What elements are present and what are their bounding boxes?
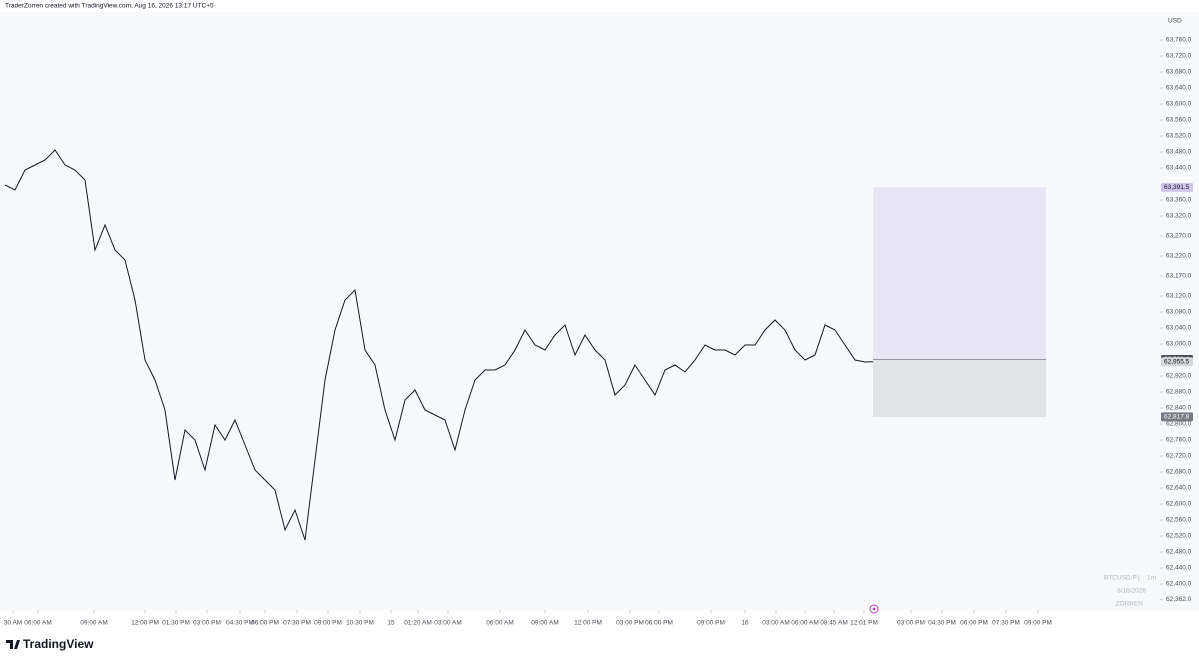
x-tick-label: 03:00 PM bbox=[897, 620, 925, 627]
x-tick-label: 09:00 AM bbox=[531, 620, 558, 627]
stop-zone bbox=[873, 359, 1046, 417]
y-tick-label: 62,480.0 bbox=[1166, 549, 1192, 556]
x-tick-label: 06:00 PM bbox=[645, 620, 673, 627]
x-tick-label: 07:30 PM bbox=[283, 620, 311, 627]
y-tick-label: 63,560.0 bbox=[1166, 117, 1192, 124]
price-label: 62,955.5 bbox=[1164, 359, 1190, 366]
x-tick-label: 03:00 PM bbox=[616, 620, 644, 627]
x-tick-label: 07:30 PM bbox=[992, 620, 1020, 627]
y-tick-label: 62,600.0 bbox=[1166, 501, 1192, 508]
y-tick-label: 63,220.0 bbox=[1166, 253, 1192, 260]
x-tick-label: 06:00 PM bbox=[960, 620, 988, 627]
y-tick-label: 63,600.0 bbox=[1166, 101, 1192, 108]
watermark-interval: 1m bbox=[1147, 575, 1156, 582]
y-tick-label: 63,680.0 bbox=[1166, 69, 1192, 76]
y-tick-label: 62,840.0 bbox=[1166, 405, 1192, 412]
y-tick-label: 63,720.0 bbox=[1166, 53, 1192, 60]
y-tick-label: 63,000.0 bbox=[1166, 341, 1192, 348]
target-zone bbox=[873, 187, 1046, 360]
y-tick-label: 62,640.0 bbox=[1166, 485, 1192, 492]
x-tick-label: 09:00 PM bbox=[314, 620, 342, 627]
price-label-bg bbox=[1161, 182, 1193, 192]
x-tick-label: 03:00 PM bbox=[193, 620, 221, 627]
y-tick-label: 62,400.0 bbox=[1166, 581, 1192, 588]
watermark-author: ZORREN bbox=[1116, 601, 1144, 608]
x-tick-label: 12:00 PM bbox=[574, 620, 602, 627]
header-text: TraderZorren created with TradingView.co… bbox=[5, 3, 214, 10]
x-tick-label: 06:00 AM bbox=[791, 620, 818, 627]
y-tick-label: 63,360.0 bbox=[1166, 197, 1192, 204]
x-tick-label: 09:00 PM bbox=[697, 620, 725, 627]
price-line bbox=[4, 149, 874, 541]
y-tick-label: 62,760.0 bbox=[1166, 437, 1192, 444]
price-label: 62,817.8 bbox=[1164, 414, 1190, 421]
y-tick-label: 63,640.0 bbox=[1166, 85, 1192, 92]
y-tick-label: 63,080.0 bbox=[1166, 309, 1192, 316]
x-tick-label: 06:00 PM bbox=[251, 620, 279, 627]
watermark-date: 8/16/2026 bbox=[1117, 588, 1146, 595]
price-axis bbox=[1160, 12, 1199, 610]
x-tick-label: 15 bbox=[387, 620, 395, 627]
x-tick-label: 04:30 PM bbox=[928, 620, 956, 627]
y-tick-label: 63,520.0 bbox=[1166, 133, 1192, 140]
x-tick-label: 06:00 AM bbox=[486, 620, 513, 627]
event-icon[interactable] bbox=[869, 604, 879, 614]
y-tick-label: 63,270.0 bbox=[1166, 233, 1192, 240]
x-tick-label: 01:30 PM bbox=[162, 620, 190, 627]
y-tick-label: 62,800.0 bbox=[1166, 421, 1192, 428]
y-tick-label: 62,680.0 bbox=[1166, 469, 1192, 476]
y-tick-label: 62,560.0 bbox=[1166, 517, 1192, 524]
logo: TradingView bbox=[6, 637, 94, 651]
x-tick-label: 04:30 PM bbox=[226, 620, 254, 627]
y-tick-label: 63,320.0 bbox=[1166, 213, 1192, 220]
price-label: 63,391.5 bbox=[1164, 184, 1190, 191]
x-tick-label: 06:00 AM bbox=[24, 620, 51, 627]
y-tick-label: 63,480.0 bbox=[1166, 149, 1192, 156]
y-tick-label: 62,520.0 bbox=[1166, 533, 1192, 540]
logo-mark bbox=[6, 640, 20, 649]
x-tick-label: 09:00 AM bbox=[80, 620, 107, 627]
x-tick-label: 30 AM bbox=[4, 620, 22, 627]
x-tick-label: 03:00 AM bbox=[434, 620, 461, 627]
y-tick-label: 63,760.0 bbox=[1166, 37, 1192, 44]
event-icon-dot bbox=[872, 607, 876, 611]
y-tick-label: 63,440.0 bbox=[1166, 165, 1192, 172]
watermark: BTCUSD.P | 1m 8/16/2026 ZORREN bbox=[1104, 575, 1156, 608]
x-tick-label: 09:00 PM bbox=[1024, 620, 1052, 627]
y-tick-label: 62,362.0 bbox=[1166, 596, 1192, 603]
y-tick-label: 62,920.0 bbox=[1166, 373, 1192, 380]
x-tick-label: 01:20 AM bbox=[404, 620, 431, 627]
watermark-separator: | bbox=[1138, 575, 1140, 582]
watermark-symbol: BTCUSD.P bbox=[1104, 575, 1137, 582]
x-tick-label: 03:00 AM bbox=[762, 620, 789, 627]
y-tick-label: 62,880.0 bbox=[1166, 389, 1192, 396]
x-tick-label: 16 bbox=[741, 620, 749, 627]
price-label-bg bbox=[1161, 412, 1193, 422]
x-tick-label: 12:01 PM bbox=[850, 620, 878, 627]
y-tick-label: 63,170.0 bbox=[1166, 273, 1192, 280]
x-tick-label: 12:00 PM bbox=[131, 620, 159, 627]
y-tick-label: 62,720.0 bbox=[1166, 453, 1192, 460]
y-tick-label: 63,040.0 bbox=[1166, 325, 1192, 332]
y-tick-label: 62,440.0 bbox=[1166, 565, 1192, 572]
currency: USD bbox=[1168, 18, 1182, 25]
x-tick-label: 10:30 PM bbox=[346, 620, 374, 627]
y-tick-label: 63,120.0 bbox=[1166, 293, 1192, 300]
price-label-bg bbox=[1161, 357, 1193, 367]
x-tick-label: 08:45 AM bbox=[820, 620, 847, 627]
brand: TradingView bbox=[23, 637, 94, 651]
